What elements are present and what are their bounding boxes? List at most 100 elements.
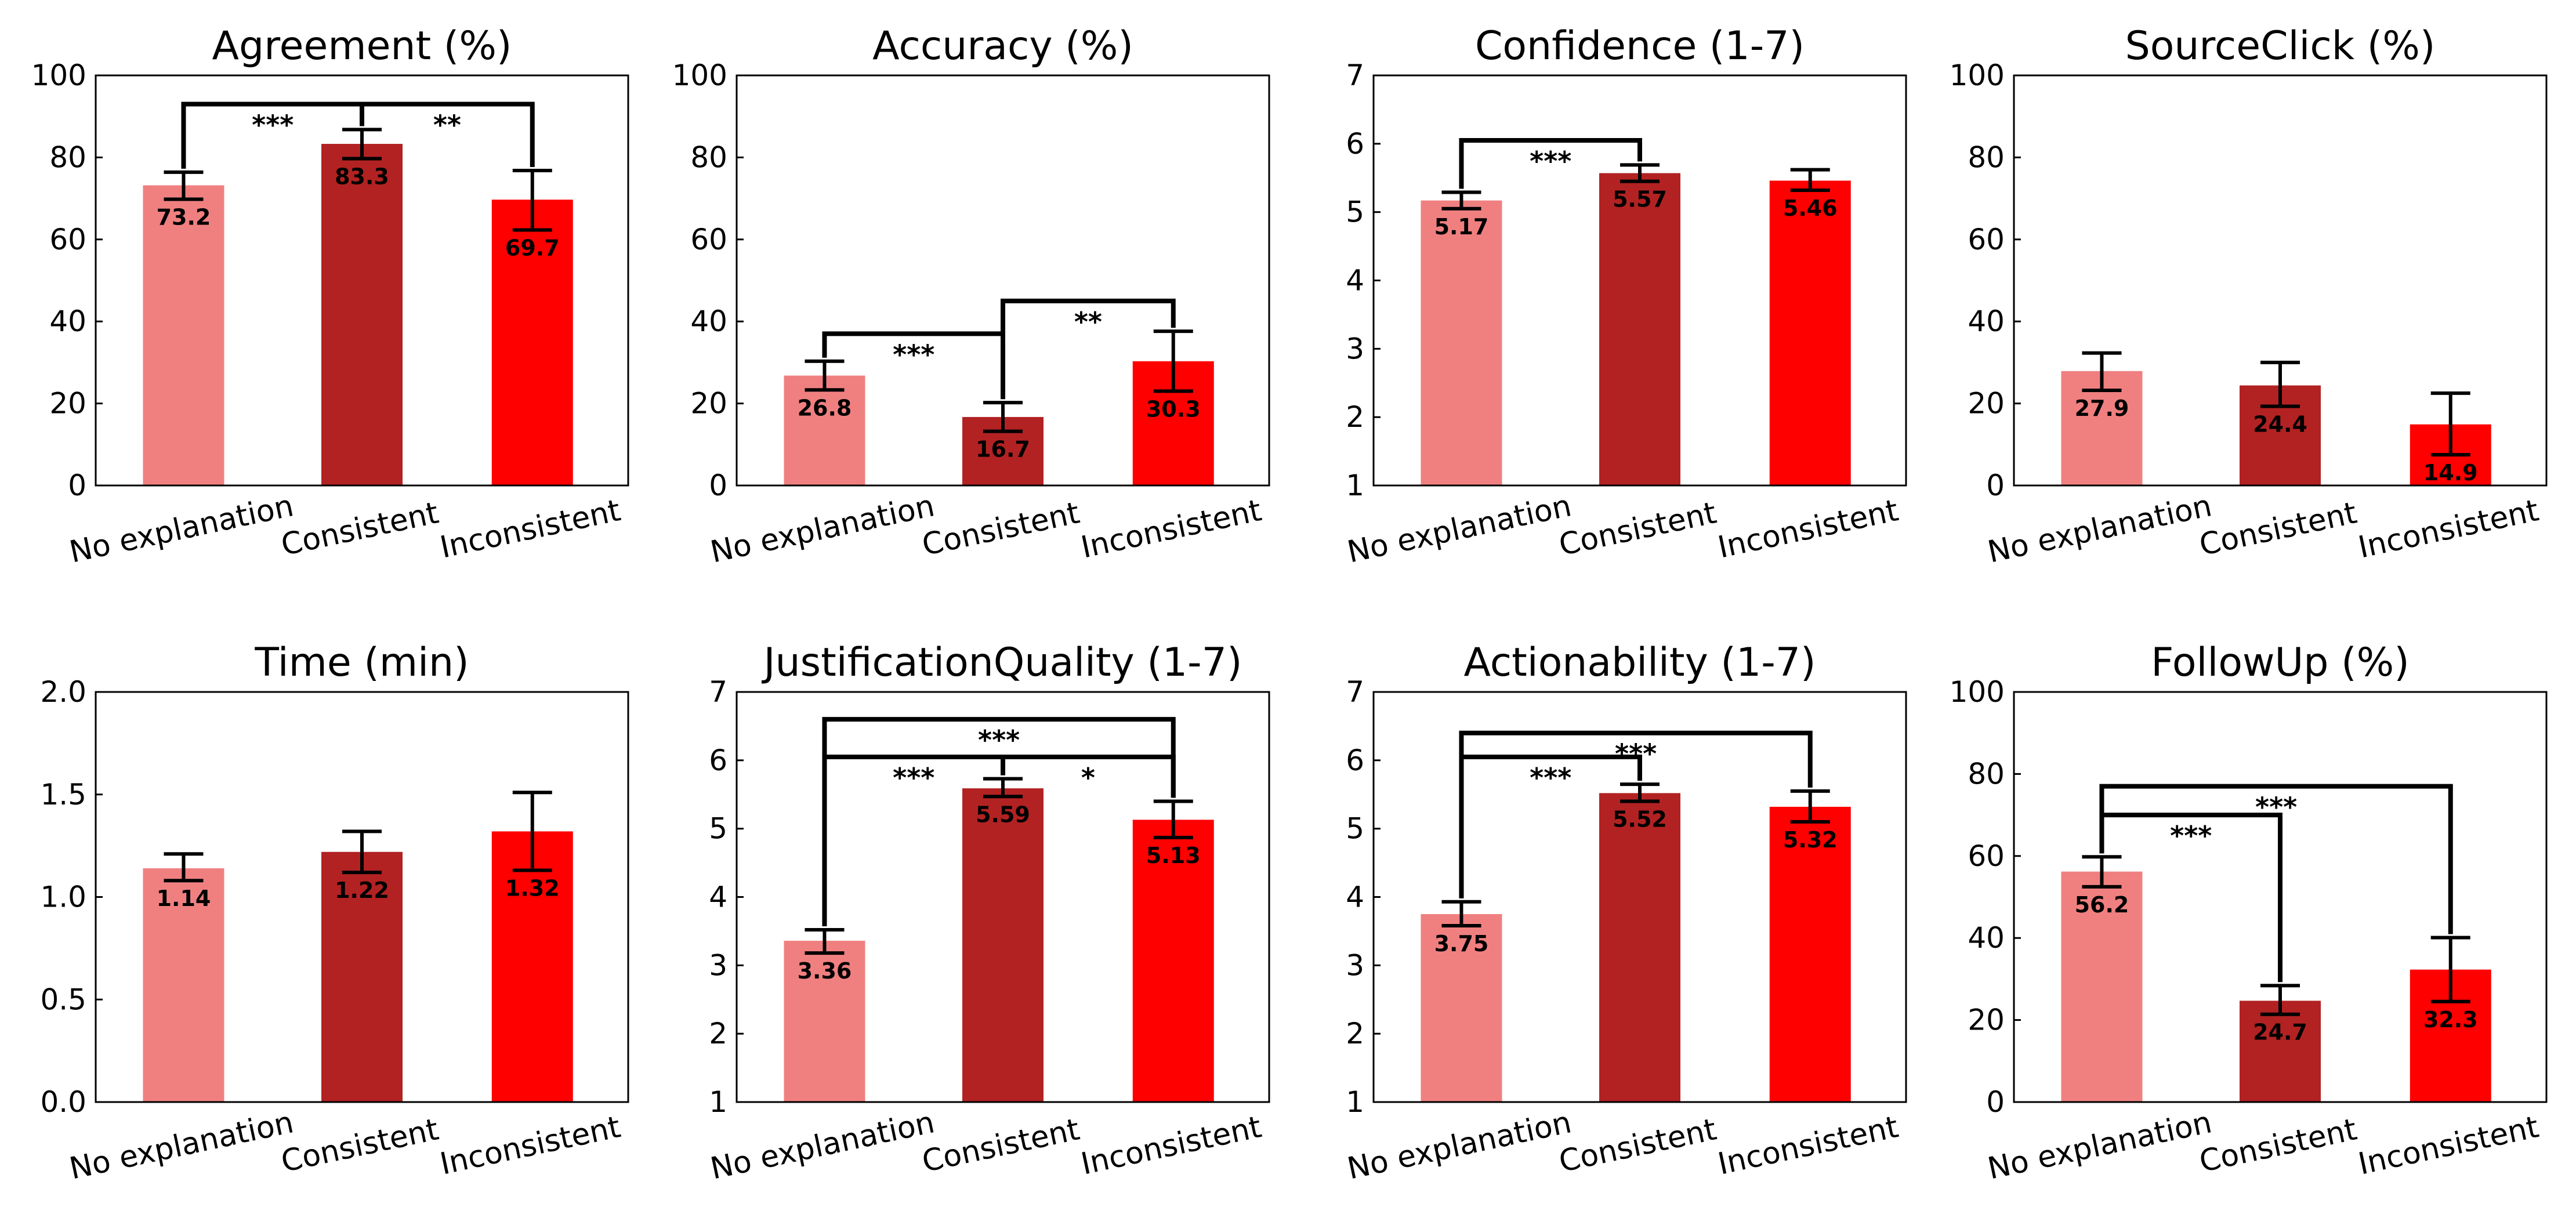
y-tick-label: 0	[1986, 469, 2005, 502]
significance-label: **	[1074, 306, 1102, 338]
bar	[1769, 806, 1851, 1102]
x-tick-label: No explanation	[1985, 488, 2215, 570]
y-tick-label: 80	[1968, 140, 2005, 174]
significance-label: ***	[1530, 146, 1571, 177]
significance-bracket	[822, 717, 1176, 927]
data-label: 26.8	[798, 395, 852, 421]
error-bar	[805, 928, 845, 955]
x-tick-label: Consistent	[278, 495, 442, 563]
bar	[1769, 180, 1851, 485]
data-label: 1.22	[335, 878, 389, 903]
error-bar	[1441, 190, 1481, 211]
bar	[962, 788, 1044, 1102]
y-tick-label: 100	[1950, 675, 2005, 709]
error-bar	[1153, 799, 1193, 839]
y-tick-label: 1.5	[40, 778, 86, 811]
error-bar	[983, 401, 1023, 433]
significance-bracket	[1459, 137, 1642, 189]
y-tick-label: 0	[1986, 1085, 2005, 1119]
x-tick-label: Inconsistent	[1715, 1110, 1901, 1181]
chart-title: FollowUp (%)	[2151, 640, 2410, 686]
y-tick-label: 4	[1346, 264, 1364, 298]
y-tick-label: 6	[1346, 744, 1364, 777]
bar	[1421, 200, 1502, 485]
bar	[2240, 1001, 2321, 1102]
bar	[491, 200, 573, 485]
x-tick-label: No explanation	[1345, 1105, 1575, 1186]
y-tick-label: 60	[1968, 223, 2005, 256]
x-tick-label: Consistent	[1556, 1112, 1720, 1179]
data-label: 5.17	[1434, 214, 1489, 240]
data-label: 24.7	[2253, 1020, 2307, 1045]
y-tick-label: 2	[709, 1017, 727, 1050]
bar	[1421, 914, 1502, 1102]
data-label: 5.52	[1613, 807, 1667, 832]
y-tick-label: 3	[1346, 948, 1364, 982]
chart-panel: JustificationQuality (1-7)3.365.595.13**…	[708, 640, 1270, 1187]
axes-frame	[736, 74, 1270, 487]
y-tick-label: 100	[1950, 59, 2005, 92]
chart-panel: SourceClick (%) 27.9 24.4 14.9 0 20 40 60 80 100 N…	[1950, 23, 2548, 570]
y-tick-label: 1	[709, 1085, 727, 1119]
axes-frame	[2013, 691, 2548, 1103]
significance-label: ***	[2170, 820, 2212, 851]
y-tick-label: 60	[690, 223, 727, 256]
chart-title: SourceClick (%)	[2125, 23, 2436, 69]
bar	[321, 851, 403, 1102]
y-tick-label: 40	[1968, 921, 2005, 955]
y-tick-label: 0	[709, 469, 727, 502]
chart-panel: Actionability (1-7) 3.75 5.52 5.32 *** *** 1 2 3…	[1345, 640, 1907, 1187]
data-label: 30.3	[1146, 396, 1201, 422]
error-bar	[1441, 900, 1481, 927]
y-tick-label: 1	[1346, 1085, 1364, 1119]
x-tick-label: Inconsistent	[1078, 1110, 1265, 1181]
y-tick-label: 100	[31, 59, 86, 92]
y-tick-label: 80	[1968, 757, 2005, 791]
chart-title: Confidence (1-7)	[1475, 23, 1805, 69]
x-tick-label: Consistent	[2197, 1112, 2360, 1179]
significance-bracket	[360, 102, 535, 168]
x-tick-label: Consistent	[919, 1112, 1083, 1179]
error-bar	[342, 128, 382, 161]
data-label: 27.9	[2075, 396, 2129, 421]
y-tick-label: 80	[49, 140, 86, 174]
error-bar	[164, 852, 204, 883]
chart-title: Accuracy (%)	[872, 23, 1133, 69]
axes-frame	[95, 74, 629, 487]
y-tick-label: 40	[49, 305, 86, 338]
data-label: 1.32	[505, 876, 560, 901]
axes-frame	[2013, 74, 2548, 487]
x-tick-label: No explanation	[1345, 488, 1575, 570]
error-bar	[2430, 936, 2470, 1003]
y-tick-label: 0	[68, 469, 86, 502]
error-bar	[342, 829, 382, 875]
x-tick-label: Inconsistent	[437, 1110, 624, 1181]
significance-label: ***	[252, 109, 294, 140]
bar	[784, 375, 865, 485]
data-label: 3.36	[798, 958, 852, 984]
y-tick-label: 100	[672, 59, 727, 92]
error-bar	[1790, 789, 1830, 824]
error-bar	[2430, 391, 2470, 456]
data-label: 69.7	[505, 235, 560, 261]
significance-bracket	[1001, 298, 1176, 400]
data-label: 32.3	[2423, 1007, 2478, 1032]
x-tick-label: No explanation	[67, 488, 297, 570]
significance-label: ***	[893, 339, 934, 370]
error-bar	[512, 791, 552, 872]
significance-label: ***	[2255, 792, 2297, 823]
y-tick-label: 1.0	[40, 880, 86, 914]
chart-panel: Accuracy (%)26.816.730.3*****02040608010…	[672, 23, 1270, 570]
y-tick-label: 2.0	[40, 675, 86, 709]
y-tick-label: 40	[1968, 305, 2005, 338]
error-bar	[1620, 163, 1660, 183]
error-bar	[164, 170, 204, 201]
y-tick-label: 2	[1346, 1017, 1364, 1050]
error-bar	[2260, 984, 2300, 1016]
bar	[784, 940, 865, 1102]
significance-label: **	[433, 109, 461, 140]
chart-panel: FollowUp (%) 56.2 24.7 32.3 *** *** 0 20 40 60 80 1…	[1950, 640, 2548, 1187]
x-tick-label: Inconsistent	[1078, 493, 1265, 565]
error-bar	[1620, 782, 1660, 803]
y-tick-label: 3	[709, 948, 727, 982]
